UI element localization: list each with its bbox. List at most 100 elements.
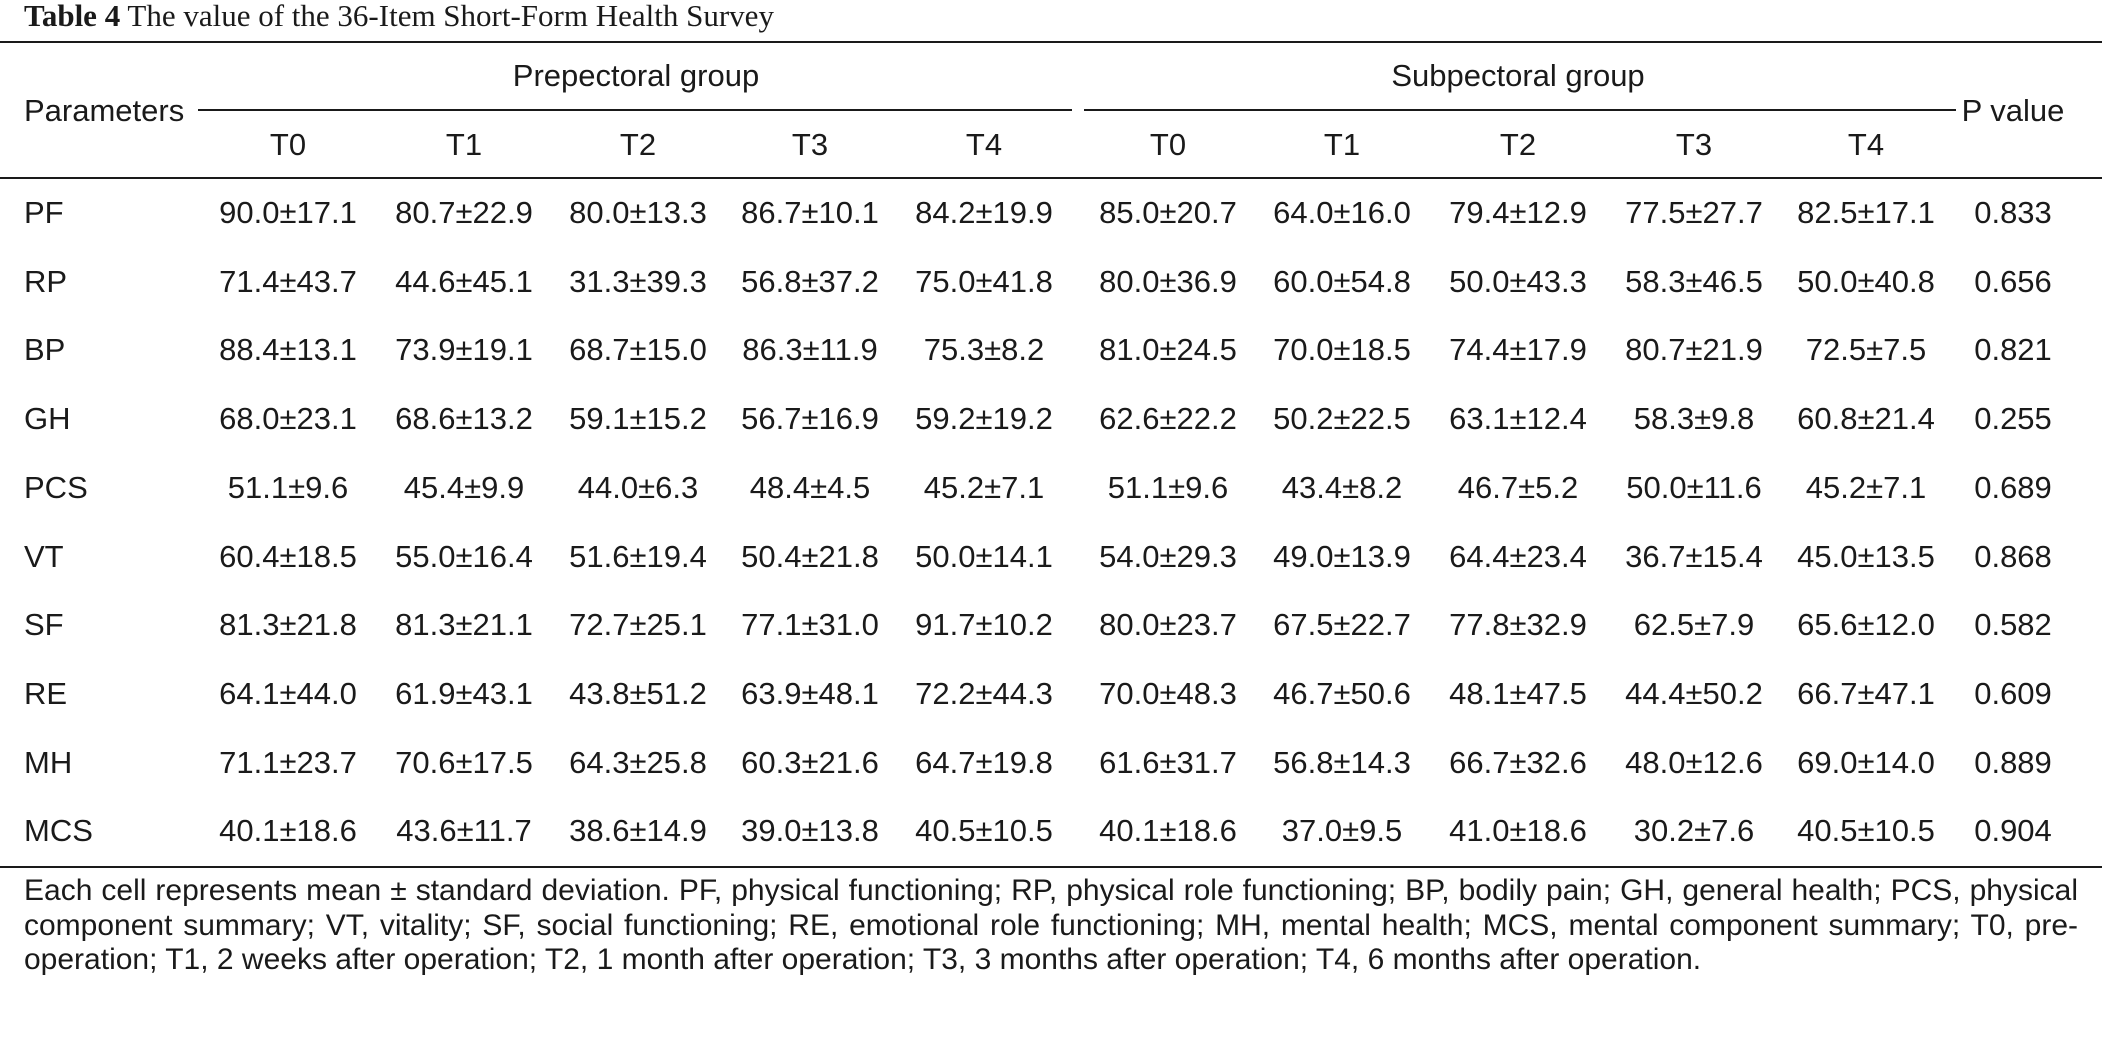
- table-cell: 81.0±24.5: [1099, 332, 1237, 368]
- table-cell: 45.2±7.1: [1805, 469, 1927, 505]
- timepoint-header: T4: [1847, 127, 1885, 162]
- table-cell: 85.0±20.7: [1099, 195, 1237, 230]
- table-cell: 70.0±48.3: [1099, 675, 1237, 711]
- table-cell: 50.0±40.8: [1797, 263, 1935, 299]
- row-parameter: VT: [24, 538, 64, 574]
- table-cell: 75.3±8.2: [923, 332, 1045, 368]
- table-cell: 50.2±22.5: [1273, 401, 1411, 437]
- group-header-subpectoral: Subpectoral group: [1391, 58, 1645, 93]
- timepoint-header: T3: [791, 127, 829, 162]
- table-cell: 77.1±31.0: [741, 607, 879, 643]
- table-cell: 64.3±25.8: [569, 744, 707, 780]
- table-cell: 55.0±16.4: [395, 538, 533, 574]
- timepoint-header: T2: [1499, 127, 1537, 162]
- table-cell: 91.7±10.2: [915, 607, 1053, 643]
- table-cell: 46.7±5.2: [1457, 469, 1579, 505]
- table-cell: 48.4±4.5: [749, 469, 871, 505]
- timepoint-header: T0: [269, 127, 307, 162]
- row-parameter: MCS: [24, 813, 93, 849]
- group-rule-subpectoral: [1084, 109, 1956, 111]
- table-cell: 43.8±51.2: [569, 675, 707, 711]
- timepoint-header: T1: [1323, 127, 1361, 162]
- table-cell: 74.4±17.9: [1449, 332, 1587, 368]
- table-cell: 51.1±9.6: [1107, 469, 1229, 505]
- table-cell: 44.0±6.3: [577, 469, 699, 505]
- table-cell: 41.0±18.6: [1449, 813, 1587, 849]
- table-cell: 40.5±10.5: [1797, 813, 1935, 849]
- table-cell: 31.3±39.3: [569, 263, 707, 299]
- table-cell: 50.0±43.3: [1449, 263, 1587, 299]
- row-parameter: PCS: [24, 469, 88, 505]
- p-value-cell: 0.609: [1974, 675, 2052, 711]
- table-cell: 59.2±19.2: [915, 401, 1053, 437]
- table-cell: 30.2±7.6: [1633, 813, 1755, 849]
- table-cell: 50.0±14.1: [915, 538, 1053, 574]
- row-parameter: SF: [24, 607, 64, 643]
- table-cell: 43.6±11.7: [396, 813, 532, 849]
- table-cell: 60.0±54.8: [1273, 263, 1411, 299]
- table-cell: 71.4±43.7: [219, 263, 357, 299]
- table-cell: 50.4±21.8: [741, 538, 879, 574]
- table-cell: 88.4±13.1: [219, 332, 357, 368]
- table-cell: 77.5±27.7: [1625, 195, 1763, 230]
- table-cell: 54.0±29.3: [1099, 538, 1237, 574]
- table-cell: 50.0±11.6: [1626, 469, 1762, 505]
- table-cell: 51.6±19.4: [569, 538, 707, 574]
- table-cell: 56.7±16.9: [741, 401, 879, 437]
- table-cell: 66.7±47.1: [1797, 675, 1935, 711]
- table-cell: 38.6±14.9: [569, 813, 707, 849]
- p-value-header: P value: [1961, 93, 2065, 128]
- table-cell: 46.7±50.6: [1273, 675, 1411, 711]
- table-cell: 72.7±25.1: [569, 607, 707, 643]
- table-cell: 81.3±21.8: [219, 607, 357, 643]
- table-cell: 80.7±21.9: [1625, 332, 1763, 368]
- table-cell: 80.0±23.7: [1099, 607, 1237, 643]
- table-cell: 62.6±22.2: [1099, 401, 1237, 437]
- p-value-cell: 0.255: [1974, 401, 2052, 437]
- table-cell: 60.4±18.5: [219, 538, 357, 574]
- table-caption: Table 4 The value of the 36-Item Short-F…: [24, 0, 774, 34]
- table-cell: 60.3±21.6: [741, 744, 879, 780]
- table-cell: 48.0±12.6: [1625, 744, 1763, 780]
- table-cell: 60.8±21.4: [1797, 401, 1935, 437]
- table-cell: 70.6±17.5: [395, 744, 533, 780]
- p-value-cell: 0.689: [1974, 469, 2052, 505]
- table-cell: 45.4±9.9: [403, 469, 525, 505]
- table-cell: 73.9±19.1: [395, 332, 533, 368]
- p-value-cell: 0.582: [1974, 607, 2052, 643]
- group-rule-prepectoral: [198, 109, 1072, 111]
- table-cell: 61.9±43.1: [395, 675, 533, 711]
- table-cell: 77.8±32.9: [1449, 607, 1587, 643]
- table-cell: 68.6±13.2: [395, 401, 533, 437]
- timepoint-header: T1: [445, 127, 483, 162]
- table-cell: 58.3±9.8: [1633, 401, 1755, 437]
- table-cell: 64.4±23.4: [1449, 538, 1587, 574]
- table-cell: 68.0±23.1: [219, 401, 357, 437]
- timepoint-header: T2: [619, 127, 657, 162]
- group-header-prepectoral: Prepectoral group: [512, 58, 760, 93]
- p-value-cell: 0.656: [1974, 263, 2052, 299]
- row-parameter: RE: [24, 675, 68, 711]
- timepoint-header: T0: [1149, 127, 1187, 162]
- table-cell: 86.7±10.1: [741, 195, 879, 230]
- table-cell: 40.1±18.6: [1099, 813, 1237, 849]
- table-cell: 48.1±47.5: [1449, 675, 1587, 711]
- row-parameter: RP: [24, 263, 68, 299]
- table-cell: 44.4±50.2: [1625, 675, 1763, 711]
- table-cell: 69.0±14.0: [1797, 744, 1935, 780]
- table-cell: 56.8±14.3: [1273, 744, 1411, 780]
- table-cell: 70.0±18.5: [1273, 332, 1411, 368]
- table-cell: 86.3±11.9: [742, 332, 878, 368]
- table-cell: 39.0±13.8: [741, 813, 879, 849]
- table-cell: 51.1±9.6: [227, 469, 349, 505]
- table-cell: 65.6±12.0: [1797, 607, 1935, 643]
- table-cell: 58.3±46.5: [1625, 263, 1763, 299]
- table-cell: 81.3±21.1: [395, 607, 533, 643]
- table-cell: 37.0±9.5: [1281, 813, 1403, 849]
- table-cell: 63.9±48.1: [741, 675, 879, 711]
- row-parameter: BP: [24, 332, 66, 368]
- table-cell: 90.0±17.1: [219, 195, 357, 230]
- table-cell: 63.1±12.4: [1449, 401, 1587, 437]
- p-value-cell: 0.821: [1974, 332, 2052, 368]
- table-cell: 75.0±41.8: [915, 263, 1053, 299]
